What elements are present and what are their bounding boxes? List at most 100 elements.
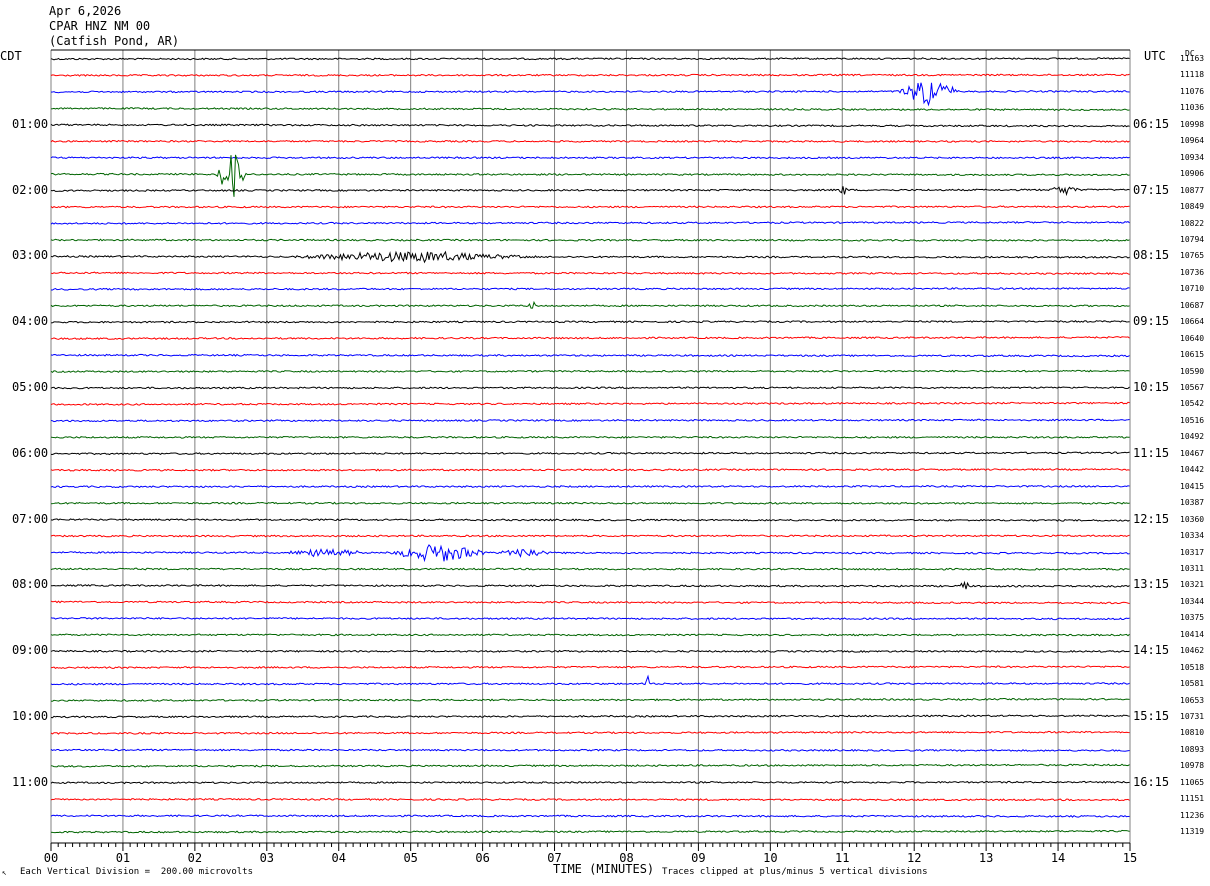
dc-offset-label: 10978 (1180, 761, 1205, 771)
x-tick-label: 01 (116, 851, 130, 865)
trace-row-36 (50, 649, 1130, 653)
dc-offset-label: 10311 (1180, 563, 1205, 573)
trace-row-15 (50, 300, 1130, 309)
trace-row-46 (50, 814, 1130, 818)
left-timezone-label: CDT (0, 49, 22, 63)
clip-note: Traces clipped at plus/minus 5 vertical … (662, 867, 928, 877)
trace-row-30 (50, 544, 1130, 563)
left-time-label: 05:00 (12, 380, 49, 394)
x-tick-label: 05 (403, 851, 417, 865)
trace-row-44 (50, 780, 1130, 785)
right-time-label: 06:15 (1133, 116, 1170, 131)
trace-row-34 (50, 616, 1130, 621)
dc-offset-label: 10334 (1180, 531, 1205, 541)
dc-offset-label: 11065 (1180, 777, 1205, 787)
dc-offset-label: 10375 (1180, 613, 1205, 623)
x-tick-label: 14 (1051, 851, 1065, 865)
left-time-label: 01:00 (12, 116, 49, 131)
dc-offset-label: 10934 (1180, 152, 1205, 162)
x-tick-label: 09 (691, 851, 705, 865)
dc-offset-label: 10664 (1180, 317, 1205, 327)
trace-row-7 (50, 154, 1130, 197)
left-time-label: 02:00 (12, 182, 49, 197)
dc-offset-label: 11076 (1180, 86, 1205, 96)
dc-offset-label: 10849 (1180, 202, 1205, 212)
trace-row-22 (50, 418, 1130, 423)
trace-row-41 (50, 730, 1130, 735)
dc-offset-label: 10893 (1180, 744, 1205, 754)
chart-date: Apr 6,2026 (49, 4, 122, 18)
left-time-label: 10:00 (12, 709, 49, 723)
dc-offset-label: 11036 (1180, 103, 1205, 113)
corner-mark-icon: ↖ (2, 868, 7, 877)
seismic-traces (50, 57, 1130, 834)
right-time-label: 15:15 (1133, 709, 1170, 723)
trace-row-45 (50, 797, 1130, 802)
x-tick-label: 07 (547, 851, 561, 865)
dc-offset-label: 11151 (1180, 794, 1205, 804)
trace-row-25 (50, 468, 1130, 472)
dc-offset-label: 10794 (1180, 234, 1205, 244)
right-time-label: 10:15 (1133, 380, 1170, 394)
x-tick-label: 11 (835, 851, 849, 865)
time-axis: 00 01 02 03 04 05 06 07 08 09 10 11 12 13 14 15 (44, 842, 1137, 865)
trace-row-16 (50, 320, 1130, 324)
trace-row-27 (50, 501, 1130, 505)
dc-offset-label: 10344 (1180, 596, 1205, 606)
trace-row-2 (50, 82, 1130, 107)
trace-row-20 (50, 386, 1130, 390)
dc-offset-label: 10317 (1180, 547, 1205, 557)
dc-offset-label: 10590 (1180, 366, 1205, 376)
trace-row-35 (50, 633, 1130, 637)
x-axis-title: TIME (MINUTES) (553, 862, 655, 876)
dc-offset-label: 10567 (1180, 383, 1205, 392)
trace-row-17 (50, 336, 1130, 341)
minute-gridlines (50, 49, 1131, 843)
trace-row-10 (50, 220, 1130, 225)
trace-row-24 (50, 451, 1130, 456)
dc-offset-label: 10640 (1180, 333, 1205, 343)
trace-row-3 (50, 107, 1130, 112)
dc-offset-label: 10998 (1180, 119, 1205, 129)
station-location: (Catfish Pond, AR) (49, 34, 180, 48)
trace-row-12 (50, 250, 1130, 264)
dc-offset-label: 11118 (1180, 70, 1205, 80)
trace-row-47 (50, 829, 1130, 834)
x-tick-label: 10 (763, 851, 777, 865)
left-time-label: 08:00 (12, 577, 49, 592)
trace-row-42 (50, 748, 1130, 752)
trace-row-32 (50, 580, 1130, 590)
vertical-division-note: Each Vertical Division = 200.00 microvol… (20, 867, 253, 877)
trace-row-5 (50, 139, 1130, 143)
right-time-label: 07:15 (1133, 182, 1170, 197)
dc-offset-label: 11319 (1180, 827, 1205, 837)
right-time-label: 13:15 (1133, 577, 1170, 592)
dc-offset-label: 10467 (1180, 448, 1205, 458)
dc-offset-label: 11236 (1180, 810, 1205, 820)
dc-offset-label: 10516 (1180, 415, 1205, 425)
right-time-label: 12:15 (1133, 511, 1170, 526)
dc-offset-label: 10360 (1180, 514, 1205, 524)
trace-row-4 (50, 123, 1130, 128)
dc-header-label: DC (1185, 49, 1195, 58)
right-timezone-label: UTC (1144, 49, 1166, 63)
dc-offset-label: 10710 (1180, 284, 1205, 294)
dc-offset-label: 10653 (1180, 695, 1205, 705)
trace-row-1 (50, 73, 1130, 77)
dc-offset-label: 10442 (1180, 465, 1205, 475)
x-tick-label: 02 (188, 851, 202, 865)
trace-row-39 (50, 697, 1130, 702)
right-time-label: 11:15 (1133, 445, 1170, 460)
trace-row-11 (50, 238, 1130, 242)
trace-row-8 (50, 186, 1130, 197)
dc-offset-label: 10415 (1180, 481, 1205, 491)
trace-row-40 (50, 714, 1130, 719)
left-time-label: 11:00 (12, 774, 49, 789)
trace-row-33 (50, 600, 1130, 605)
right-time-label: 08:15 (1133, 248, 1170, 263)
x-tick-label: 06 (475, 851, 489, 865)
trace-row-38 (50, 674, 1130, 686)
dc-offset-label: 10492 (1180, 432, 1205, 442)
trace-row-23 (50, 435, 1130, 439)
x-tick-label: 15 (1123, 851, 1137, 865)
